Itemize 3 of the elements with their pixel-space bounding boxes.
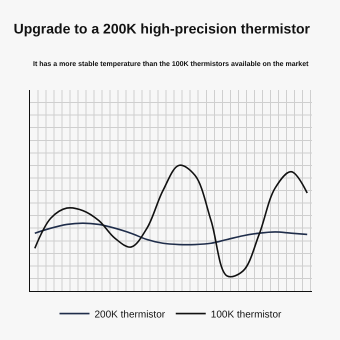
legend-label: 200K thermistor: [94, 309, 166, 320]
chart-title: Upgrade to a 200K high-precision thermistor: [14, 20, 311, 37]
legend-label: 100K thermistor: [210, 309, 282, 320]
